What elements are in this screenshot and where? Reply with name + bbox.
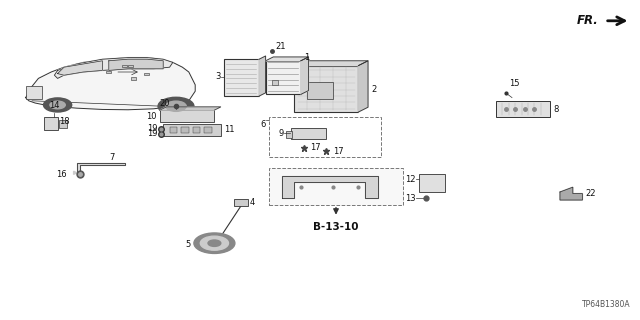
Polygon shape	[301, 57, 308, 94]
Bar	[59, 120, 67, 128]
Text: 15: 15	[509, 79, 519, 88]
Text: 10: 10	[147, 112, 157, 121]
Text: FR.: FR.	[577, 14, 598, 27]
Bar	[128, 65, 133, 67]
Bar	[193, 127, 200, 133]
Text: 2: 2	[371, 85, 376, 94]
Text: 8: 8	[554, 105, 559, 114]
Text: 18: 18	[60, 117, 70, 126]
Bar	[496, 101, 550, 117]
Circle shape	[158, 97, 194, 115]
Polygon shape	[294, 61, 368, 66]
Text: 17: 17	[333, 147, 344, 156]
Bar	[106, 71, 111, 73]
Text: 17: 17	[310, 143, 321, 152]
Text: 11: 11	[224, 125, 234, 134]
Polygon shape	[266, 57, 308, 61]
Circle shape	[44, 98, 72, 112]
Text: 14: 14	[49, 101, 60, 110]
Polygon shape	[560, 187, 582, 200]
Text: 3: 3	[216, 72, 221, 81]
Polygon shape	[109, 59, 163, 70]
Bar	[163, 124, 221, 136]
Text: B-13-10: B-13-10	[313, 222, 359, 232]
Bar	[291, 128, 326, 139]
Text: 4: 4	[250, 198, 255, 207]
Bar	[122, 65, 127, 67]
Text: 12: 12	[406, 175, 416, 184]
Text: 19: 19	[148, 129, 158, 138]
Bar	[266, 61, 301, 94]
Text: 7: 7	[109, 153, 115, 162]
Bar	[160, 110, 214, 122]
Text: 16: 16	[56, 170, 67, 179]
Bar	[307, 82, 333, 99]
Text: 22: 22	[586, 189, 596, 198]
Bar	[286, 131, 292, 138]
Text: TP64B1380A: TP64B1380A	[582, 300, 630, 309]
Bar	[234, 199, 248, 206]
Polygon shape	[58, 61, 102, 75]
Bar	[224, 59, 259, 96]
Circle shape	[200, 236, 228, 250]
Bar	[181, 127, 189, 133]
Bar	[272, 80, 278, 85]
Circle shape	[50, 101, 65, 109]
Polygon shape	[74, 171, 77, 174]
Bar	[294, 66, 358, 112]
Polygon shape	[26, 58, 195, 110]
Bar	[419, 174, 445, 192]
Text: 6: 6	[260, 120, 266, 129]
Polygon shape	[160, 107, 221, 110]
Text: 19: 19	[148, 124, 158, 133]
Text: 1: 1	[304, 53, 309, 62]
Text: 13: 13	[405, 194, 416, 203]
Text: 20: 20	[159, 100, 170, 108]
Circle shape	[208, 240, 221, 246]
FancyBboxPatch shape	[269, 168, 403, 205]
Polygon shape	[282, 176, 378, 198]
Circle shape	[166, 101, 186, 111]
Circle shape	[194, 233, 235, 253]
Polygon shape	[77, 163, 125, 173]
Polygon shape	[358, 61, 368, 112]
Text: 21: 21	[275, 42, 285, 51]
Text: 5: 5	[186, 240, 191, 249]
Bar	[131, 77, 136, 80]
Polygon shape	[259, 56, 266, 96]
Bar	[26, 86, 42, 99]
Bar	[144, 73, 149, 75]
Polygon shape	[54, 58, 173, 78]
Bar	[170, 127, 177, 133]
Bar	[204, 127, 212, 133]
Text: 9: 9	[278, 129, 284, 138]
Bar	[44, 117, 58, 130]
